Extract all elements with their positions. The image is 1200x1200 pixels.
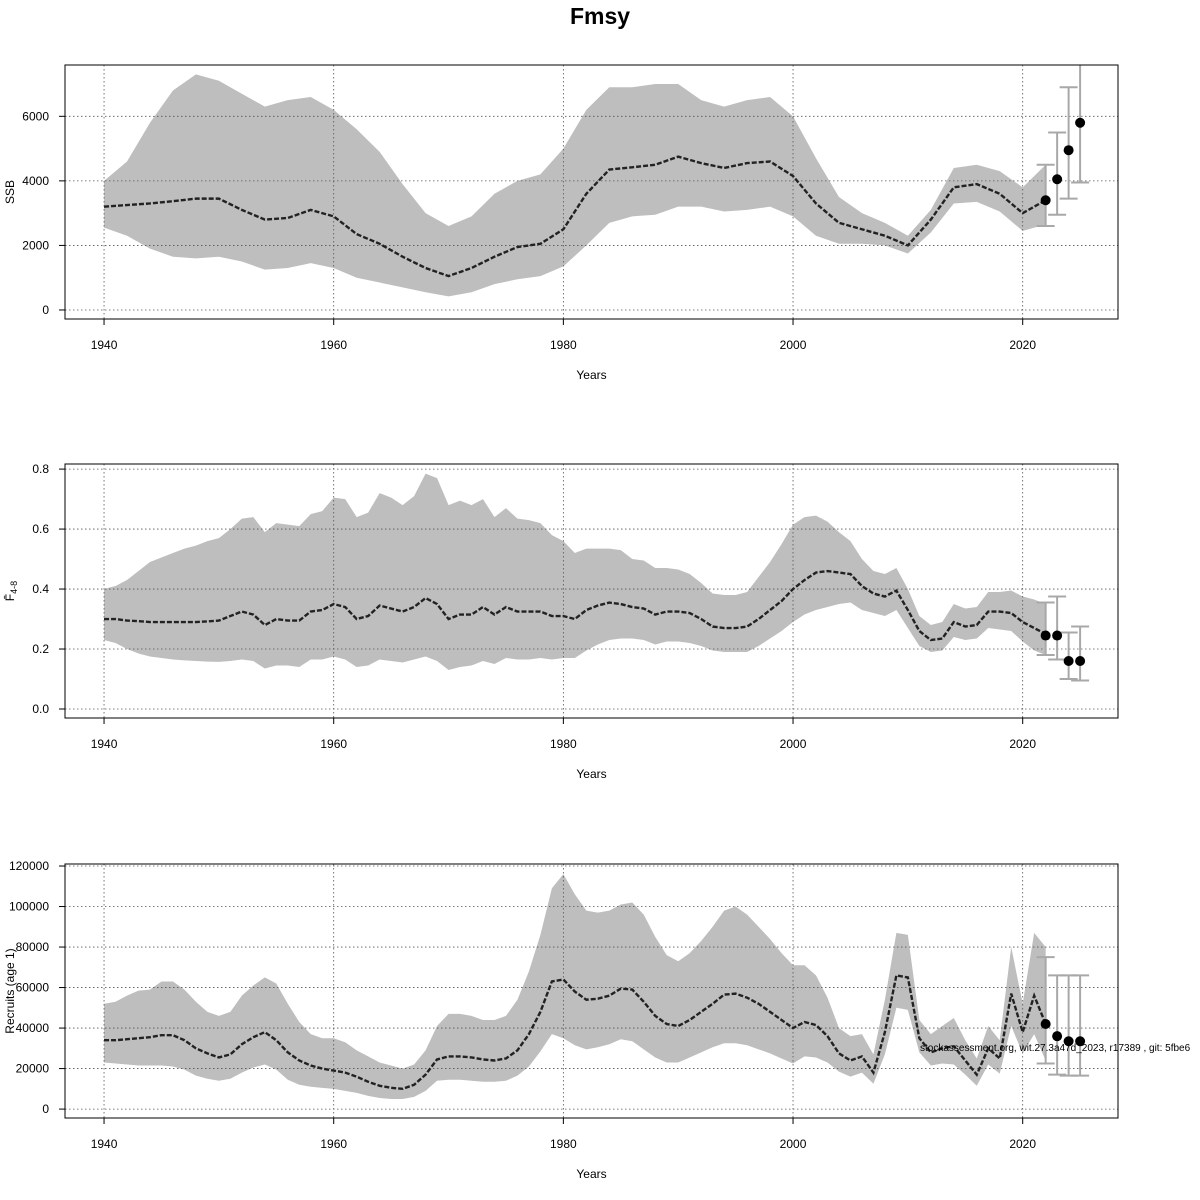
forecast-point bbox=[1063, 145, 1074, 156]
panel: 1940 1960 1980 2000 2020 Years 0 20000 40000 6000… bbox=[3, 859, 1119, 1181]
y-tick-label: 0.8 bbox=[32, 462, 49, 476]
plot-area bbox=[65, 864, 1118, 1118]
confidence-band bbox=[104, 874, 1046, 1099]
y-axis-label-subscript: 4-8 bbox=[9, 581, 19, 594]
forecast-point bbox=[1052, 630, 1063, 641]
x-tick-label: 2000 bbox=[780, 1137, 807, 1151]
panel: 1940 1960 1980 2000 2020 Years 0 2000 4000 6000 SS… bbox=[3, 64, 1119, 382]
y-tick-label: 80000 bbox=[16, 940, 50, 954]
x-tick-label: 2000 bbox=[780, 737, 807, 751]
forecast-point bbox=[1063, 1036, 1074, 1047]
x-tick-label: 1980 bbox=[550, 338, 577, 352]
forecast-point bbox=[1075, 656, 1086, 667]
x-tick-label: 1960 bbox=[320, 737, 347, 751]
y-tick-label: 6000 bbox=[22, 109, 49, 123]
x-axis-label: Years bbox=[576, 368, 606, 382]
y-axis-label-main: SSB bbox=[3, 180, 17, 204]
x-axis-label: Years bbox=[576, 1167, 606, 1181]
y-axis-label: Recruits (age 1) bbox=[3, 948, 17, 1033]
plot-frame bbox=[64, 863, 1119, 1119]
y-tick-label: 0.4 bbox=[32, 582, 49, 596]
forecast-point bbox=[1040, 630, 1051, 641]
forecast-point bbox=[1075, 1036, 1086, 1047]
y-tick-label: 20000 bbox=[16, 1062, 50, 1076]
estimate-line bbox=[103, 155, 1047, 278]
x-tick-label: 1960 bbox=[320, 1137, 347, 1151]
y-tick-label: 120000 bbox=[9, 859, 49, 873]
estimate-line bbox=[104, 974, 1047, 1091]
forecast-point bbox=[1052, 1031, 1063, 1042]
estimate-line bbox=[104, 569, 1047, 642]
y-tick-label: 2000 bbox=[22, 238, 49, 252]
x-tick-label: 2000 bbox=[780, 338, 807, 352]
x-tick-label: 1980 bbox=[550, 737, 577, 751]
y-tick-label: 0.0 bbox=[32, 702, 49, 716]
forecast-point bbox=[1052, 174, 1063, 185]
y-axis-label: SSB bbox=[3, 180, 17, 204]
confidence-band bbox=[104, 473, 1046, 671]
forecast-point bbox=[1063, 656, 1074, 667]
forecast-point bbox=[1075, 117, 1086, 128]
x-tick-label: 2020 bbox=[1009, 1137, 1036, 1151]
x-tick-label: 1980 bbox=[550, 1137, 577, 1151]
plot-frame bbox=[64, 463, 1119, 719]
x-tick-label: 1940 bbox=[91, 1137, 118, 1151]
y-axis-label-main: Recruits (age 1) bbox=[3, 948, 17, 1033]
y-tick-label: 0 bbox=[42, 1102, 49, 1116]
plot-area bbox=[65, 65, 1118, 319]
y-axis-label: F̄4-8 bbox=[3, 581, 19, 601]
plot-frame bbox=[64, 64, 1119, 320]
panel: 1940 1960 1980 2000 2020 Years 0.0 0.2 0.4 0.6 0.8… bbox=[3, 462, 1119, 781]
annotation: stockassessment.org, wit.27.3a47d_2023, … bbox=[920, 1043, 1191, 1054]
x-tick-label: 1940 bbox=[91, 338, 118, 352]
forecast-point bbox=[1040, 1019, 1051, 1030]
forecast-point bbox=[1040, 195, 1051, 206]
x-tick-label: 1960 bbox=[320, 338, 347, 352]
plot-area bbox=[65, 464, 1118, 718]
x-tick-label: 2020 bbox=[1009, 737, 1036, 751]
y-tick-label: 60000 bbox=[16, 981, 50, 995]
y-axis-label-main: F̄ bbox=[3, 594, 17, 601]
y-tick-label: 4000 bbox=[22, 174, 49, 188]
confidence-band bbox=[104, 74, 1046, 297]
x-tick-label: 1940 bbox=[91, 737, 118, 751]
x-tick-label: 2020 bbox=[1009, 338, 1036, 352]
y-tick-label: 0.2 bbox=[32, 642, 49, 656]
y-tick-label: 0.6 bbox=[32, 522, 49, 536]
y-tick-label: 100000 bbox=[9, 900, 49, 914]
y-tick-label: 40000 bbox=[16, 1021, 50, 1035]
y-tick-label: 0 bbox=[42, 303, 49, 317]
figure-title: Fmsy bbox=[570, 3, 630, 29]
x-axis-label: Years bbox=[576, 767, 606, 781]
